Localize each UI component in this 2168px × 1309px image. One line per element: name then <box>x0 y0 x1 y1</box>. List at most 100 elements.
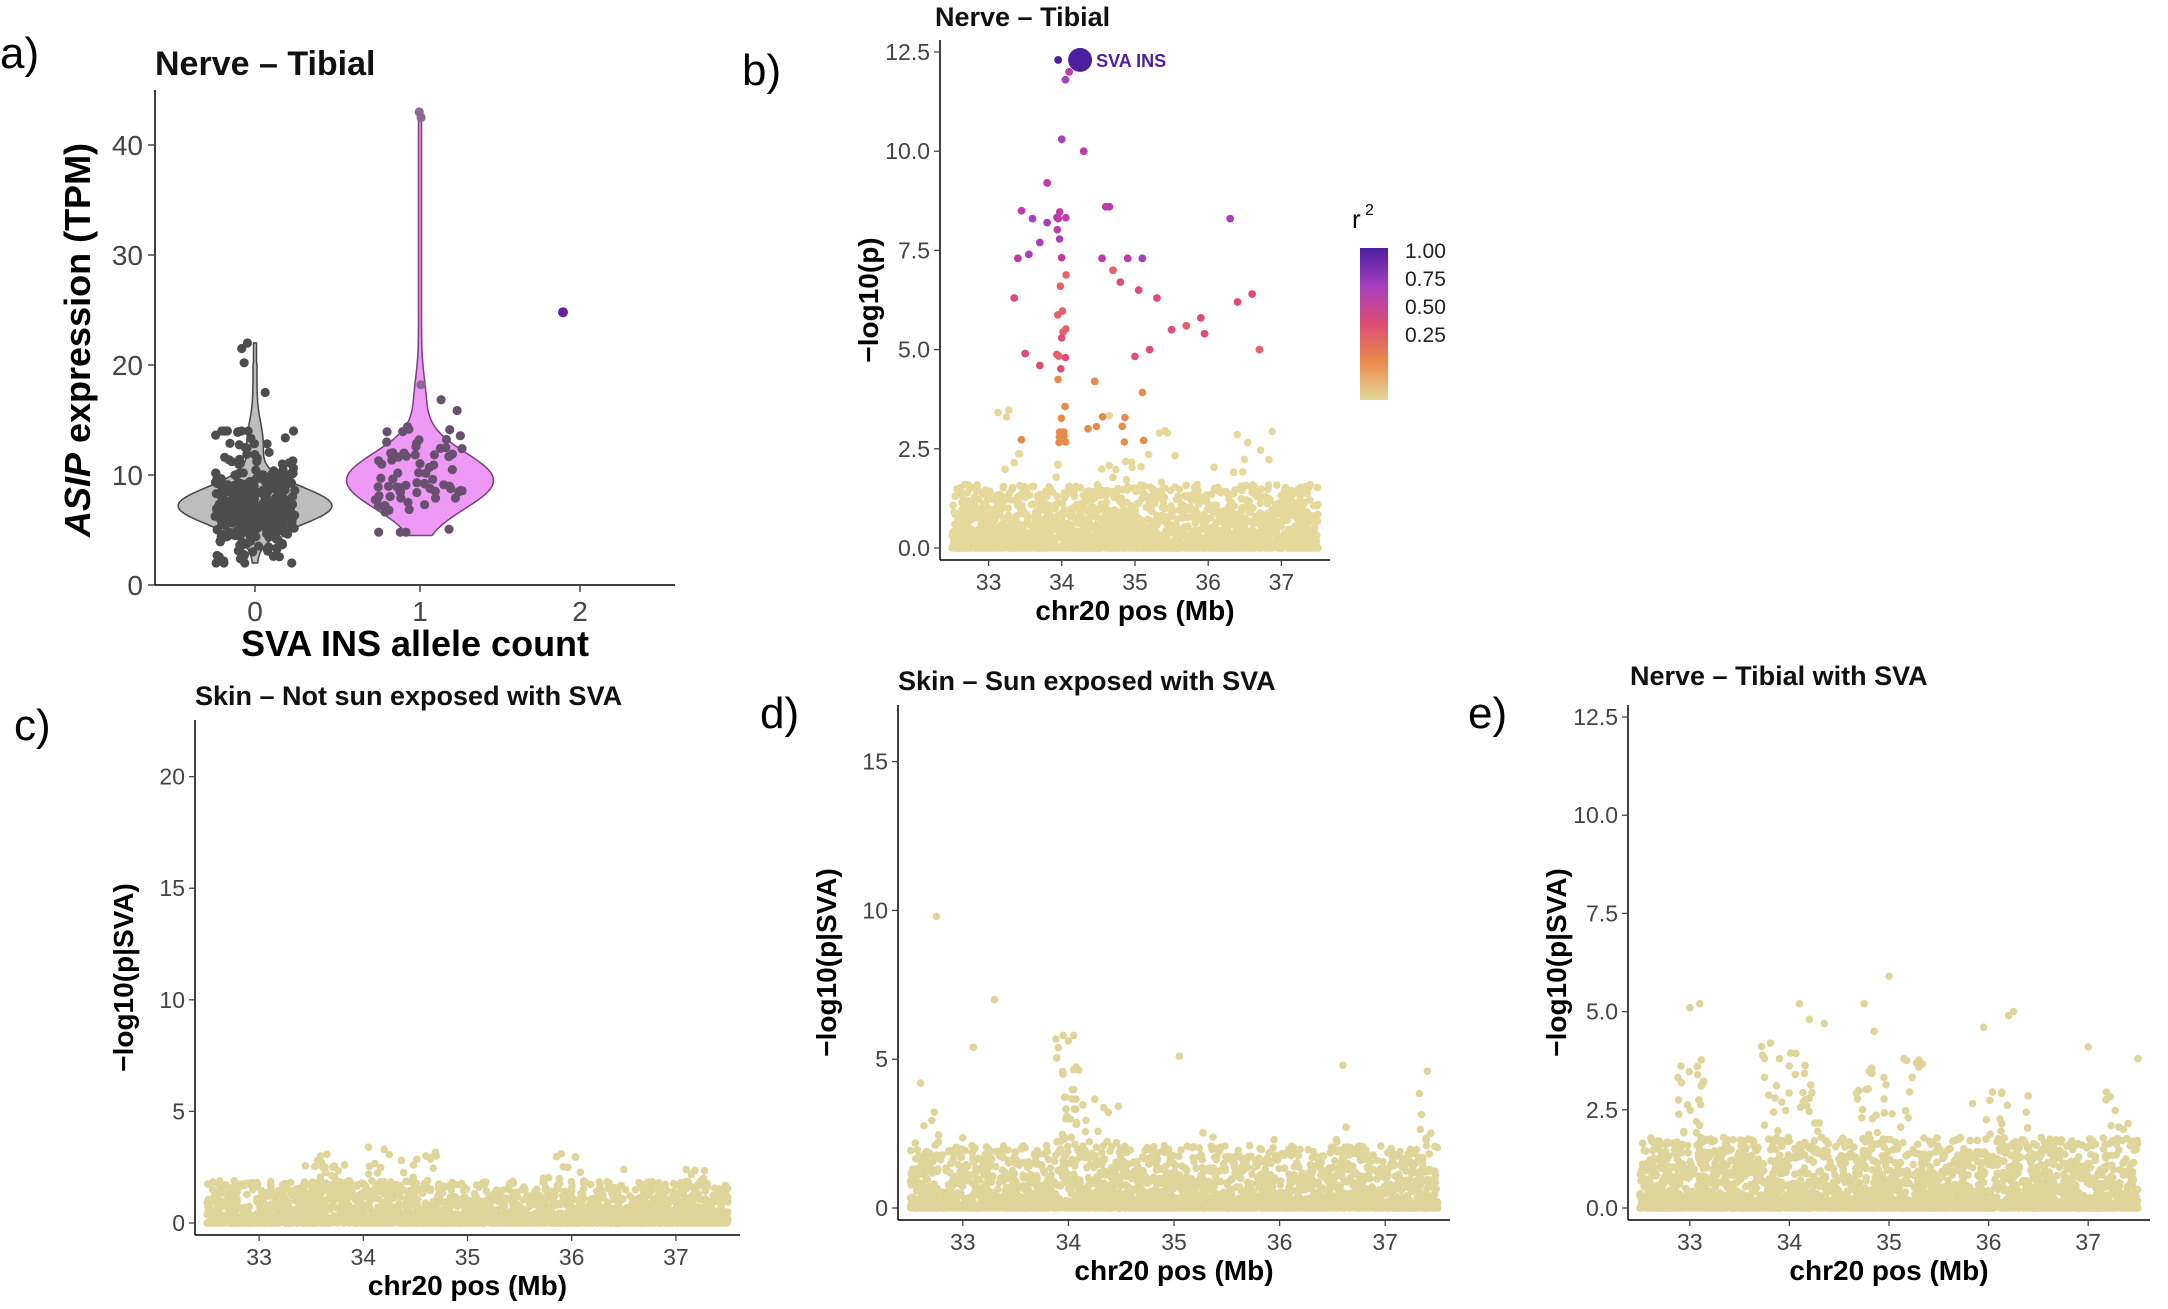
snp-point <box>1062 325 1070 333</box>
violin-1-point <box>377 459 387 469</box>
snp-point <box>1058 517 1067 526</box>
snp-point <box>1194 500 1203 508</box>
snp-point <box>1156 544 1164 552</box>
snp-point <box>1016 481 1024 490</box>
snp-point <box>595 1178 603 1186</box>
snp-point <box>1210 501 1218 510</box>
panel-a-title: Nerve – Tibial <box>155 45 376 83</box>
violin-1-point <box>395 487 406 497</box>
violin-1-point <box>374 527 384 537</box>
violin-0-point <box>282 529 293 539</box>
violin-1-point <box>416 112 426 123</box>
snp-point <box>983 505 991 513</box>
snp-point <box>1098 254 1106 263</box>
snp-point <box>1168 529 1177 537</box>
snp-point <box>1256 499 1264 508</box>
panel-c-ytick-label: 5 <box>172 1098 185 1124</box>
legend-title: r <box>1352 204 1361 234</box>
panel-a-xtick-label: 1 <box>412 596 428 627</box>
snp-point <box>956 523 965 531</box>
snp-point <box>1200 541 1209 550</box>
violin-1-point <box>441 434 452 445</box>
snp-point <box>995 534 1003 542</box>
snp-point <box>1116 278 1125 287</box>
legend-tick-label: 1.00 <box>1405 240 1446 263</box>
violin-1-point <box>416 380 426 390</box>
panel-b-xtick-label: 36 <box>1195 569 1221 595</box>
panel-b-ytick-label: 12.5 <box>885 39 930 65</box>
snp-point <box>1020 509 1029 518</box>
panel-b-xtick-label: 34 <box>1049 569 1075 595</box>
snp-point <box>1109 266 1117 275</box>
violin-1-point <box>429 460 439 470</box>
snp-point <box>1054 56 1063 64</box>
snp-point <box>1313 483 1322 492</box>
snp-point <box>1133 500 1141 508</box>
panel-b-label: b) <box>742 46 781 95</box>
violin-1-point <box>403 497 413 507</box>
snp-point <box>1271 517 1280 525</box>
snp-point <box>1085 525 1093 534</box>
snp-point <box>1203 505 1212 514</box>
snp-point <box>1154 517 1163 526</box>
snp-point <box>1265 455 1273 464</box>
snp-point <box>1241 503 1249 511</box>
snp-point <box>571 1153 580 1161</box>
panel-b-legend: r 21.000.750.500.25 <box>1352 202 1446 400</box>
snp-point <box>1131 534 1139 543</box>
snp-point <box>1288 509 1297 518</box>
snp-point <box>1216 544 1224 552</box>
snp-point <box>1233 298 1242 306</box>
snp-point <box>1245 538 1253 547</box>
snp-point <box>1093 543 1101 552</box>
snp-point <box>1118 422 1127 431</box>
snp-point <box>1147 532 1155 540</box>
violin-0-point <box>262 544 272 554</box>
snp-point <box>1028 482 1036 491</box>
snp-point <box>1017 435 1026 444</box>
snp-point <box>1190 527 1199 536</box>
snp-point <box>1055 352 1063 360</box>
snp-point <box>1144 493 1153 501</box>
snp-point <box>1305 544 1313 552</box>
snp-point <box>364 1170 373 1178</box>
snp-point <box>1025 491 1034 500</box>
snp-point <box>1043 179 1052 187</box>
snp-point <box>1265 532 1273 540</box>
snp-point <box>1303 508 1311 516</box>
snp-point <box>1062 213 1070 222</box>
violin-0-point <box>248 547 258 557</box>
snp-point <box>1306 496 1314 504</box>
violin-0-point <box>287 491 298 502</box>
sva-ins-point <box>1068 47 1093 72</box>
snp-point <box>1207 533 1216 542</box>
snp-point <box>1101 500 1109 508</box>
snp-point <box>1227 536 1236 545</box>
snp-point <box>1192 508 1201 517</box>
panel-a-xtick-label: 0 <box>247 596 263 627</box>
legend-tick-label: 0.50 <box>1405 296 1446 319</box>
violin-0-point <box>249 439 259 449</box>
snp-point <box>1214 510 1223 519</box>
snp-point <box>1053 492 1062 501</box>
snp-point <box>949 501 957 510</box>
snp-point <box>1294 515 1302 523</box>
violin-0-point <box>236 541 246 552</box>
violin-0-point <box>287 509 297 520</box>
panel-b-ytick-label: 7.5 <box>898 237 930 263</box>
violin-1-point <box>393 468 403 478</box>
violin-1-point <box>430 493 441 503</box>
snp-point <box>1279 507 1287 516</box>
violin-0-point <box>266 483 276 494</box>
snp-point <box>1085 516 1093 524</box>
snp-point <box>957 543 965 551</box>
violin-0-point <box>240 506 250 517</box>
snp-point <box>661 1180 670 1189</box>
snp-point <box>1055 438 1063 447</box>
snp-point <box>1120 544 1129 552</box>
snp-point <box>1105 411 1113 420</box>
violin-1-point <box>421 468 431 478</box>
snp-point <box>680 1198 689 1206</box>
snp-point <box>1119 521 1127 530</box>
violin-0-point <box>264 447 274 457</box>
